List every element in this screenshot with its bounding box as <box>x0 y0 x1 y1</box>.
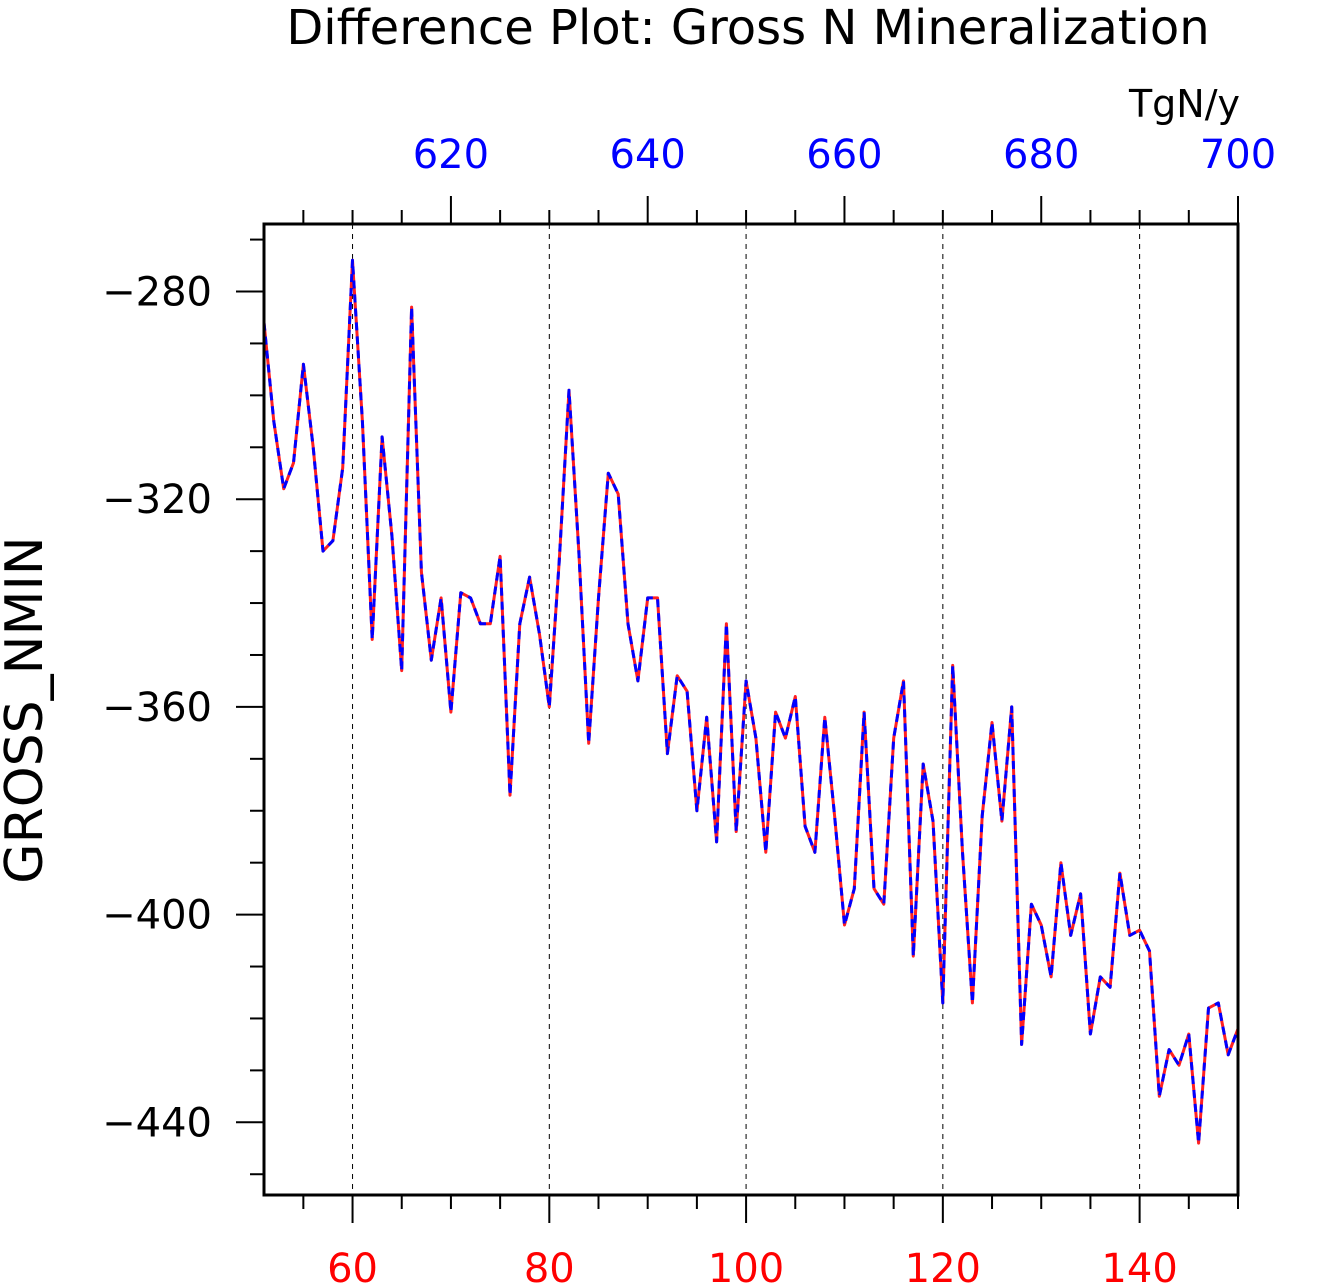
x-top-tick-label: 640 <box>610 132 686 178</box>
plot-frame <box>262 222 1240 1197</box>
x-tick-label: 100 <box>708 1246 784 1286</box>
x-top-tick-label: 700 <box>1200 132 1276 178</box>
series-layer <box>262 258 1240 1145</box>
y-axis-label: GROSS_NMIN <box>0 536 55 883</box>
series-line-control <box>262 258 1240 1145</box>
series-line-case <box>262 258 1240 1145</box>
grid-lines <box>352 224 1141 1195</box>
x-top-tick-label: 680 <box>1003 132 1079 178</box>
x-top-tick-label: 660 <box>806 132 882 178</box>
y-tick-label: −440 <box>102 1100 212 1146</box>
y-tick-label: −280 <box>102 270 212 316</box>
x-tick-label: 60 <box>327 1246 378 1286</box>
y-tick-label: −360 <box>102 685 212 731</box>
axis-tick-labels: 60 80 100 120 140 620 640 660 680 700 −280 −320 −360… <box>102 132 1276 1286</box>
y-tick-label: −320 <box>102 477 212 523</box>
x-tick-label: 120 <box>905 1246 981 1286</box>
axis-ticks <box>236 196 1239 1223</box>
x-tick-label: 80 <box>524 1246 575 1286</box>
x-tick-label: 140 <box>1101 1246 1177 1286</box>
y-tick-label: −400 <box>102 893 212 939</box>
chart-title: Difference Plot: Gross N Mineralization <box>286 0 1209 56</box>
x-top-tick-label: 620 <box>413 132 489 178</box>
units-label: TgN/y <box>1128 82 1240 126</box>
